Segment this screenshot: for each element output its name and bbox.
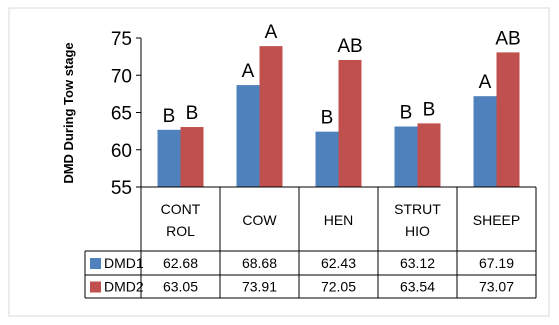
bar-dmd2 [180,127,204,187]
category-label: ROL [166,223,195,239]
y-tick-label: 60 [111,141,132,162]
y-tick-label: 65 [111,104,132,125]
table-value: 68.68 [242,255,277,271]
bar-dmd2 [259,46,283,187]
legend-label: DMD1 [104,255,144,271]
significance-label: A [265,22,278,43]
table-value: 73.91 [242,279,277,295]
significance-label: A [479,72,492,93]
table-value: 63.12 [400,255,435,271]
bar-dmd1 [315,131,339,187]
category-label: SHEEP [473,212,520,228]
table-value: 72.05 [321,279,356,295]
bar-dmd1 [236,85,260,187]
legend-swatch-dmd2 [90,281,101,293]
significance-label: B [163,106,176,127]
chart-border [8,7,550,317]
legend-swatch-dmd1 [90,258,101,269]
category-label: CONT [161,201,201,217]
y-tick-label: 55 [111,178,132,199]
bar-dmd1 [157,129,181,187]
table-value: 63.05 [163,279,198,295]
y-tick-label: 75 [111,29,132,50]
category-label: COW [242,212,277,228]
table-value: 62.68 [163,255,198,271]
significance-label: A [242,61,255,82]
table-value: 62.43 [321,255,356,271]
significance-label: AB [337,36,362,57]
bar-dmd1 [473,96,497,187]
significance-label: B [400,103,413,124]
y-axis-title: DMD During Tow stage [61,42,76,183]
bar-dmd2 [496,52,520,187]
table-value: 67.19 [479,255,514,271]
category-label: HEN [324,212,354,228]
significance-label: B [186,103,199,124]
significance-label: B [423,99,436,120]
bar-dmd1 [394,126,418,187]
bar-dmd2 [417,123,441,187]
significance-label: AB [495,28,520,49]
category-label: STRUT [394,201,441,217]
legend-label: DMD2 [104,279,144,295]
significance-label: B [321,108,334,129]
category-label: HIO [405,223,430,239]
table-value: 73.07 [479,279,514,295]
bar-dmd2 [338,59,362,187]
table-value: 63.54 [400,279,435,295]
y-tick-label: 70 [111,66,132,87]
